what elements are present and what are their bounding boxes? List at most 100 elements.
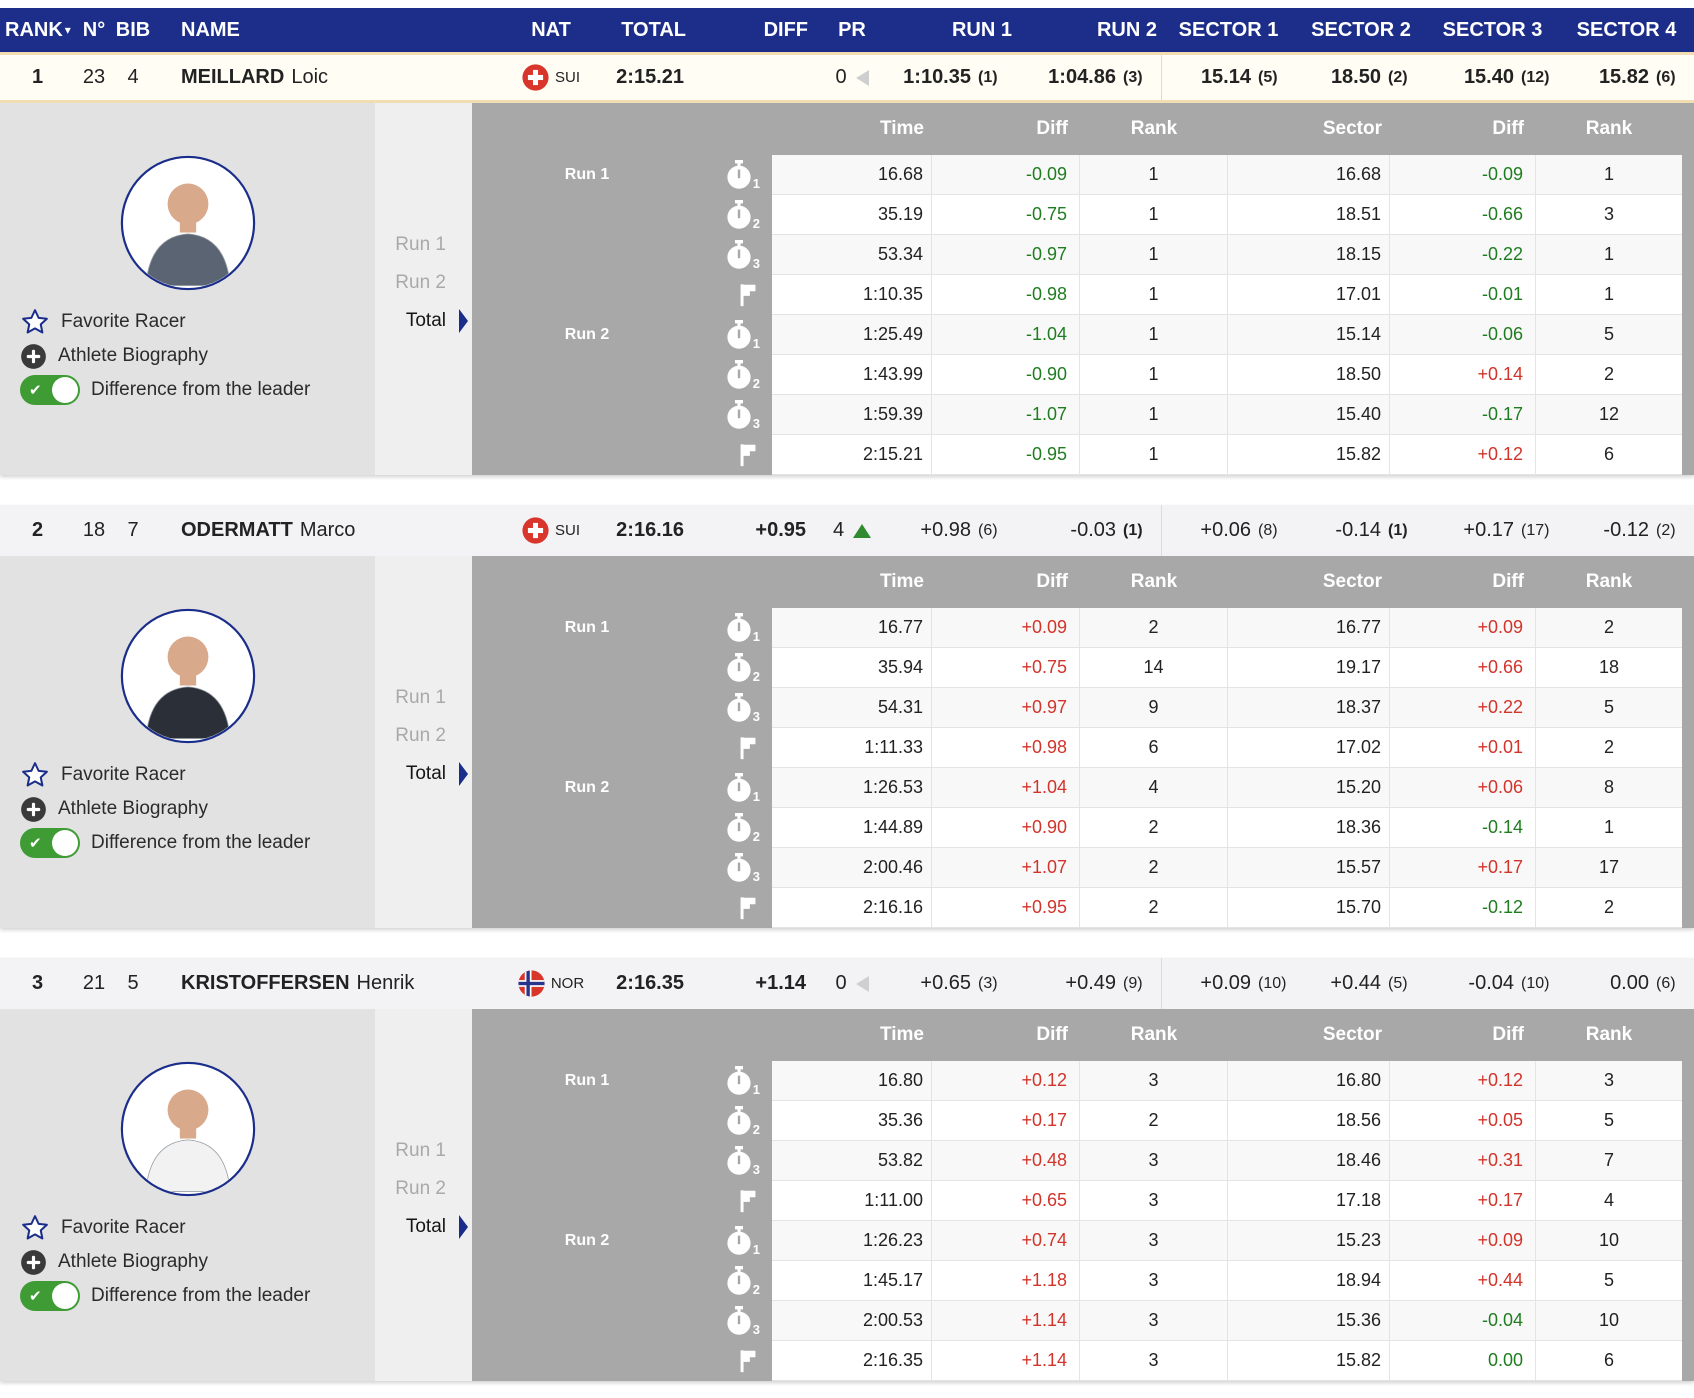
total-time-cell: 2:16.16: [616, 519, 684, 541]
run-label: Run 2: [564, 779, 610, 796]
favorite-racer-button[interactable]: Favorite Racer: [20, 758, 310, 792]
time-rank-cell: 1: [1080, 355, 1228, 395]
athlete-biography-button[interactable]: Athlete Biography: [20, 792, 310, 826]
sector-rank-cell: 2: [1536, 355, 1682, 395]
tab-run2[interactable]: Run 2: [395, 725, 446, 746]
sector-cell: 18.94: [1228, 1261, 1390, 1301]
tab-run2[interactable]: Run 2: [395, 272, 446, 293]
difference-toggle[interactable]: ✔: [20, 1281, 80, 1311]
run-label: [502, 648, 672, 688]
tab-run1[interactable]: Run 1: [395, 687, 446, 708]
stopwatch-1-icon: 1: [726, 773, 760, 804]
detail-column-header-rank-2: Rank: [1130, 118, 1178, 139]
time-diff-cell: +1.18: [932, 1261, 1080, 1301]
stopwatch-3-icon: 3: [726, 400, 760, 431]
checkpoint-icon-cell: 1: [672, 155, 772, 195]
difference-toggle[interactable]: ✔: [20, 828, 80, 858]
column-header-sector-3[interactable]: SECTOR 3: [1426, 8, 1559, 52]
time-rank-cell: 3: [1080, 1341, 1228, 1381]
racer-first-name: Marco: [299, 519, 356, 541]
split-number: 3: [752, 1162, 760, 1177]
sector-diff-cell: +0.17: [1390, 1181, 1536, 1221]
athlete-biography-button[interactable]: Athlete Biography: [20, 339, 310, 373]
column-header-nat[interactable]: NAT: [510, 8, 592, 52]
rank-cell: 3: [31, 972, 44, 994]
split-rank: (2): [1656, 521, 1676, 539]
tab-total[interactable]: Total: [406, 302, 468, 340]
time-cell: 1:10.35: [772, 275, 932, 315]
sector-diff-cell: +0.17: [1390, 848, 1536, 888]
split-number: 2: [752, 669, 760, 684]
tab-run1[interactable]: Run 1: [395, 1140, 446, 1161]
column-header-run-2[interactable]: RUN 2: [1016, 8, 1161, 52]
tab-total[interactable]: Total: [406, 1208, 468, 1246]
racer-summary-row[interactable]: 3 21 5 KRISTOFFERSEN Henrik NOR 2:16.35 +1.14 0 +…: [0, 958, 1694, 1009]
split-row: Run 1 1 16.68 -0.09 1 16.68 -0.09 1: [502, 155, 1682, 195]
split-number: 3: [752, 1322, 760, 1337]
splits-table: Time Diff Rank Sector Diff Rank Run 1 1 16.68 -0.…: [472, 103, 1694, 475]
run-label: [502, 728, 672, 768]
split-row: 3 53.82 +0.48 3 18.46 +0.31 7: [502, 1141, 1682, 1181]
tab-run1[interactable]: Run 1: [395, 234, 446, 255]
column-header-rank[interactable]: RANK ▾: [0, 8, 75, 52]
column-header-name[interactable]: NAME: [153, 8, 510, 52]
racer-summary-row[interactable]: 1 23 4 MEILLARD Loic SUI 2:15.21 0 1:10.35 (1) 1:0…: [0, 52, 1694, 103]
difference-toggle-label: Difference from the leader: [91, 832, 311, 853]
time-rank-cell: 3: [1080, 1061, 1228, 1101]
split-rank: (6): [978, 521, 998, 539]
toggle-knob: [52, 830, 78, 856]
nationality-label: SUI: [554, 69, 580, 86]
time-rank-cell: 14: [1080, 648, 1228, 688]
sector-cell: 18.15: [1228, 235, 1390, 275]
detail-column-header-rank-5: Rank: [1585, 571, 1633, 592]
position-prev-icon: [855, 975, 869, 992]
split-rank: (6): [1656, 974, 1676, 992]
column-header-run-1[interactable]: RUN 1: [892, 8, 1016, 52]
sector-cell: 17.18: [1228, 1181, 1390, 1221]
column-header-n[interactable]: N°: [75, 8, 113, 52]
column-header-total[interactable]: TOTAL: [592, 8, 690, 52]
racer-summary-row[interactable]: 2 18 7 ODERMATT Marco SUI 2:16.16 +0.95 4 +0.98 (6…: [0, 505, 1694, 556]
sector-diff-cell: +0.22: [1390, 688, 1536, 728]
athlete-biography-button[interactable]: Athlete Biography: [20, 1245, 310, 1279]
split-number: 3: [752, 416, 760, 431]
stopwatch-3-icon: 3: [726, 240, 760, 271]
position-up-icon: [853, 523, 872, 538]
split-number: 3: [752, 709, 760, 724]
column-header-sector-4[interactable]: SECTOR 4: [1559, 8, 1694, 52]
column-header-pr[interactable]: PR: [812, 8, 892, 52]
checkpoint-icon-cell: 3: [672, 848, 772, 888]
favorite-racer-button[interactable]: Favorite Racer: [20, 1211, 310, 1245]
run-label: [502, 275, 672, 315]
sector-diff-cell: -0.14: [1390, 808, 1536, 848]
time-rank-cell: 3: [1080, 1181, 1228, 1221]
column-header-label: SECTOR 1: [1178, 18, 1279, 41]
tab-total[interactable]: Total: [406, 755, 468, 793]
detail-column-header-time-0: Time: [879, 1024, 924, 1045]
time-diff-cell: -1.07: [932, 395, 1080, 435]
detail-column-header-rank-5: Rank: [1585, 118, 1633, 139]
sector-diff-cell: +0.31: [1390, 1141, 1536, 1181]
column-header-label: SECTOR 2: [1311, 18, 1411, 41]
split-row: 3 2:00.46 +1.07 2 15.57 +0.17 17: [502, 848, 1682, 888]
rank-cell: 2: [31, 519, 44, 541]
split-number: 1: [752, 1242, 760, 1257]
nationality-label: SUI: [554, 522, 580, 539]
start-number-cell: 18: [82, 519, 106, 541]
column-header-sector-1[interactable]: SECTOR 1: [1161, 8, 1296, 52]
sector-diff-cell: -0.01: [1390, 275, 1536, 315]
favorite-racer-button[interactable]: Favorite Racer: [20, 305, 310, 339]
summary-split-cell: -0.12 (2): [1559, 505, 1694, 556]
split-value: -0.14: [1335, 519, 1381, 541]
athlete-photo-panel: Favorite Racer Athlete Biography ✔ Differen…: [0, 103, 375, 475]
tab-run2[interactable]: Run 2: [395, 1178, 446, 1199]
column-header-bib[interactable]: BIB: [113, 8, 153, 52]
difference-toggle[interactable]: ✔: [20, 375, 80, 405]
time-cell: 1:25.49: [772, 315, 932, 355]
column-header-diff[interactable]: DIFF: [690, 8, 812, 52]
column-header-sector-2[interactable]: SECTOR 2: [1296, 8, 1426, 52]
sector-cell: 16.80: [1228, 1061, 1390, 1101]
sector-cell: 15.40: [1228, 395, 1390, 435]
sector-rank-cell: 10: [1536, 1221, 1682, 1261]
stopwatch-2-icon: 2: [726, 653, 760, 684]
